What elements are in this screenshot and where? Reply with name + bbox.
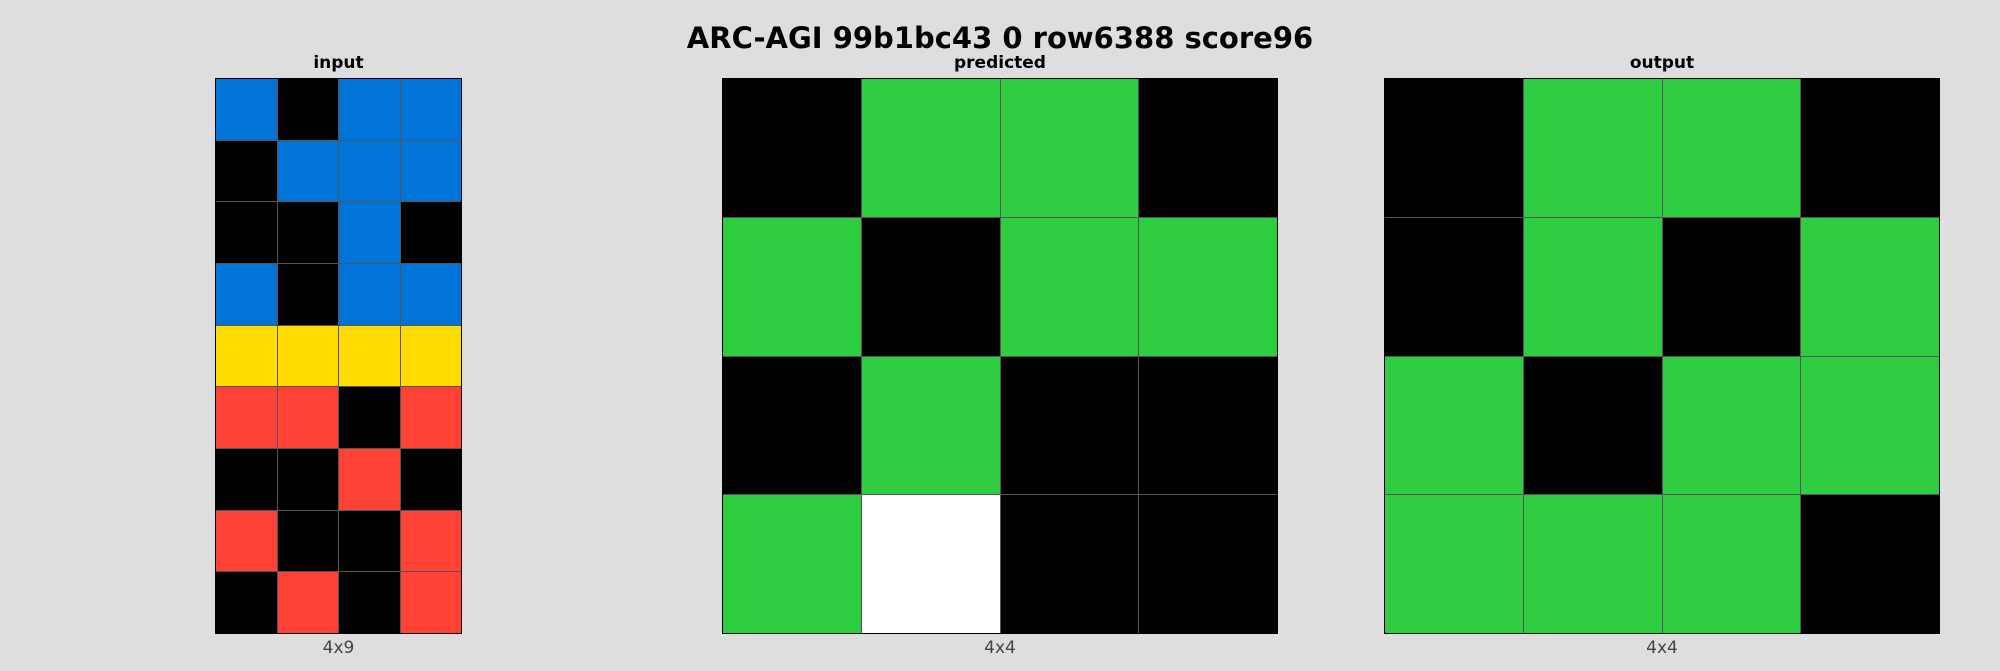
- predicted-cell-r3-c3: [1139, 495, 1277, 633]
- predicted-cell-r1-c2: [1000, 217, 1139, 356]
- input-cell-r4-c3: [400, 325, 461, 387]
- input-cell-r6-c3: [400, 449, 461, 510]
- predicted-cell-r3-c1: [861, 495, 1000, 633]
- predicted-cell-r1-c3: [1139, 217, 1277, 356]
- input-cell-r3-c2: [339, 264, 400, 325]
- input-cell-r0-c1: [277, 79, 338, 140]
- output-cell-r2-c1: [1523, 356, 1662, 495]
- predicted-panel-title: predicted: [954, 53, 1046, 73]
- predicted-cell-r3-c2: [1000, 495, 1139, 633]
- input-grid: [215, 78, 462, 634]
- output-cell-r3-c1: [1523, 495, 1662, 633]
- output-cell-r2-c0: [1385, 356, 1523, 495]
- input-cell-r8-c3: [400, 572, 461, 633]
- input-cell-r7-c0: [216, 510, 277, 572]
- output-cell-r0-c3: [1801, 79, 1939, 217]
- input-cell-r0-c3: [400, 79, 461, 140]
- input-cell-r5-c1: [277, 387, 338, 448]
- predicted-cell-r2-c3: [1139, 356, 1277, 495]
- input-cell-r2-c3: [400, 202, 461, 263]
- output-cell-r2-c3: [1801, 356, 1939, 495]
- predicted-panel-dims: 4x4: [984, 638, 1016, 658]
- input-cell-r0-c0: [216, 79, 277, 140]
- input-cell-r6-c1: [277, 449, 338, 510]
- output-cell-r0-c0: [1385, 79, 1523, 217]
- output-cell-r0-c2: [1662, 79, 1801, 217]
- output-panel-title: output: [1629, 53, 1695, 73]
- input-cell-r3-c0: [216, 264, 277, 325]
- predicted-cell-r0-c0: [723, 79, 861, 217]
- predicted-cell-r1-c0: [723, 217, 861, 356]
- output-grid: [1384, 78, 1940, 634]
- input-cell-r3-c1: [277, 264, 338, 325]
- input-cell-r2-c1: [277, 202, 338, 263]
- output-cell-r1-c1: [1523, 217, 1662, 356]
- input-cell-r5-c3: [400, 387, 461, 448]
- predicted-cell-r0-c2: [1000, 79, 1139, 217]
- input-cell-r7-c2: [339, 510, 400, 572]
- input-cell-r0-c2: [339, 79, 400, 140]
- input-cell-r4-c2: [339, 325, 400, 387]
- input-cell-r7-c3: [400, 510, 461, 572]
- input-cell-r2-c0: [216, 202, 277, 263]
- input-cell-r7-c1: [277, 510, 338, 572]
- output-cell-r0-c1: [1523, 79, 1662, 217]
- predicted-cell-r1-c1: [861, 217, 1000, 356]
- output-cell-r3-c2: [1662, 495, 1801, 633]
- figure-title: ARC-AGI 99b1bc43 0 row6388 score96: [686, 21, 1314, 55]
- input-cell-r8-c1: [277, 572, 338, 633]
- output-cell-r1-c0: [1385, 217, 1523, 356]
- output-cell-r3-c3: [1801, 495, 1939, 633]
- output-cell-r1-c3: [1801, 217, 1939, 356]
- predicted-cell-r0-c3: [1139, 79, 1277, 217]
- output-cell-r3-c0: [1385, 495, 1523, 633]
- input-panel-title: input: [313, 53, 364, 73]
- input-panel-dims: 4x9: [322, 638, 355, 658]
- input-cell-r2-c2: [339, 202, 400, 263]
- input-cell-r4-c0: [216, 325, 277, 387]
- input-cell-r3-c3: [400, 264, 461, 325]
- predicted-cell-r2-c1: [861, 356, 1000, 495]
- input-cell-r1-c2: [339, 140, 400, 202]
- input-cell-r8-c2: [339, 572, 400, 633]
- input-cell-r6-c0: [216, 449, 277, 510]
- predicted-cell-r2-c0: [723, 356, 861, 495]
- output-cell-r1-c2: [1662, 217, 1801, 356]
- predicted-cell-r0-c1: [861, 79, 1000, 217]
- input-cell-r5-c0: [216, 387, 277, 448]
- output-cell-r2-c2: [1662, 356, 1801, 495]
- input-cell-r1-c1: [277, 140, 338, 202]
- output-panel-dims: 4x4: [1646, 638, 1678, 658]
- input-cell-r4-c1: [277, 325, 338, 387]
- input-cell-r1-c0: [216, 140, 277, 202]
- predicted-grid: [722, 78, 1278, 634]
- predicted-cell-r2-c2: [1000, 356, 1139, 495]
- predicted-cell-r3-c0: [723, 495, 861, 633]
- input-cell-r6-c2: [339, 449, 400, 510]
- input-cell-r5-c2: [339, 387, 400, 448]
- input-cell-r8-c0: [216, 572, 277, 633]
- input-cell-r1-c3: [400, 140, 461, 202]
